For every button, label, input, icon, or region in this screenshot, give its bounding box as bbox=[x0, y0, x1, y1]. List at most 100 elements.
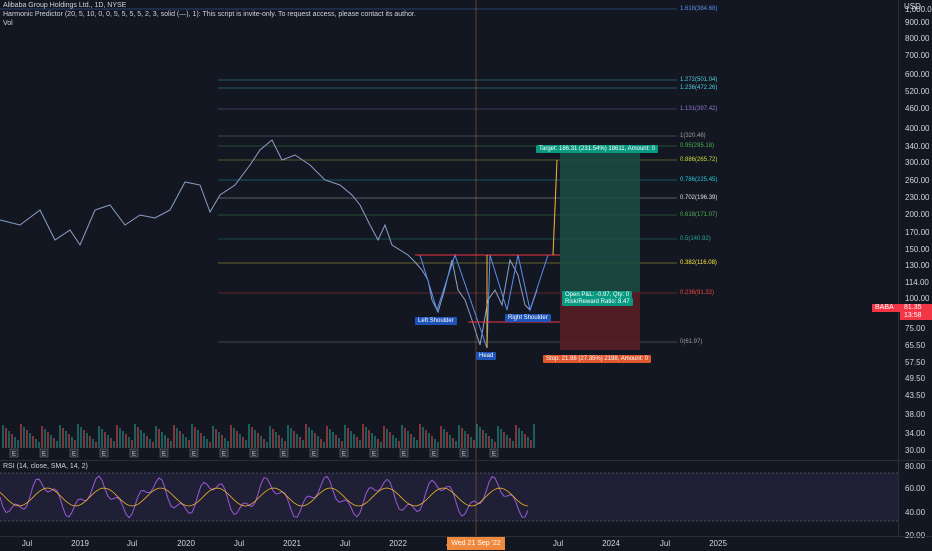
volume-bar bbox=[242, 437, 244, 448]
earnings-badge bbox=[249, 448, 259, 458]
earnings-marker: E bbox=[489, 448, 499, 458]
volume-bar bbox=[281, 438, 283, 448]
earnings-badge bbox=[339, 448, 349, 458]
volume-bar bbox=[83, 430, 85, 448]
last-countdown: 13:58 bbox=[904, 312, 922, 319]
volume-bar bbox=[533, 424, 535, 448]
volume-bar bbox=[491, 439, 493, 448]
earnings-badge bbox=[489, 448, 499, 458]
earnings-badge bbox=[459, 448, 469, 458]
volume-bar bbox=[479, 427, 481, 448]
volume-bar bbox=[197, 430, 199, 448]
price-tick-label: 114.00 bbox=[905, 278, 929, 287]
fib-label-095: 0.95(295.18) bbox=[680, 143, 715, 149]
volume-bar bbox=[92, 439, 94, 448]
volume-bar bbox=[335, 435, 337, 448]
volume-bar bbox=[389, 432, 391, 448]
earnings-letter: E bbox=[12, 452, 16, 458]
price-tick-label: 150.00 bbox=[905, 245, 930, 254]
volume-bar bbox=[80, 427, 82, 448]
volume-bar bbox=[68, 434, 70, 448]
volume-bar bbox=[212, 426, 214, 448]
volume-bar bbox=[464, 431, 466, 448]
last-price-tag: BABA 81.35 bbox=[872, 304, 932, 312]
volume-bar bbox=[185, 437, 187, 448]
volume-bar bbox=[482, 430, 484, 448]
last-symbol: BABA bbox=[875, 304, 894, 311]
price-tick-label: 200.00 bbox=[905, 210, 930, 219]
stop-label[interactable]: Stop: 21.98 (27.35%) 2198, Amount: 0 bbox=[543, 355, 652, 363]
rsi-legend[interactable]: RSI (14, close, SMA, 14, 2) bbox=[3, 463, 88, 470]
volume-bar bbox=[77, 424, 79, 448]
volume-bar bbox=[89, 436, 91, 448]
volume-bar bbox=[116, 425, 118, 448]
earnings-letter: E bbox=[462, 452, 466, 458]
volume-bar bbox=[50, 435, 52, 448]
earnings-badge bbox=[69, 448, 79, 458]
volume-bar bbox=[476, 424, 478, 448]
rsi-canvas[interactable] bbox=[0, 461, 898, 536]
earnings-letter: E bbox=[432, 452, 436, 458]
volume-bar bbox=[5, 428, 7, 448]
rsi-pane[interactable]: RSI (14, close, SMA, 14, 2) bbox=[0, 461, 898, 536]
fib-label-0786: 0.786(225.45) bbox=[680, 177, 718, 183]
volume-bar bbox=[323, 442, 325, 448]
volume-bar bbox=[167, 438, 169, 448]
volume-bar bbox=[485, 433, 487, 448]
price-axis[interactable]: USD 1,000.00 900.00 800.00 700.00 600.00 520.… bbox=[898, 0, 932, 460]
indicator-legend[interactable]: Harmonic Predictor (20, 5, 10, 0, 0, 5, … bbox=[3, 11, 416, 18]
volume-bar bbox=[65, 431, 67, 448]
target-label[interactable]: Target: 186.31 (231.54%) 18611, Amount: … bbox=[536, 145, 658, 153]
volume-bar bbox=[455, 441, 457, 448]
earnings-marker: E bbox=[309, 448, 319, 458]
volume-bar bbox=[71, 437, 73, 448]
volume-bar bbox=[134, 424, 136, 448]
earnings-badge bbox=[39, 448, 49, 458]
price-tick-label: 600.00 bbox=[905, 70, 930, 79]
volume-bar bbox=[347, 428, 349, 448]
volume-bar bbox=[446, 432, 448, 448]
left-shoulder-label[interactable]: Left Shoulder bbox=[415, 317, 457, 325]
volume-bar bbox=[311, 430, 313, 448]
fib-label-0886: 0.886(265.72) bbox=[680, 157, 718, 163]
time-tick-label: Jul bbox=[552, 539, 564, 548]
head-label[interactable]: Head bbox=[476, 352, 497, 360]
volume-bar bbox=[209, 442, 211, 448]
rsi-axis[interactable]: 80.00 60.00 40.00 20.00 bbox=[898, 461, 932, 540]
earnings-badge bbox=[99, 448, 109, 458]
volume-bar bbox=[125, 434, 127, 448]
volume-bar bbox=[98, 426, 100, 448]
volume-bar bbox=[278, 435, 280, 448]
earnings-marker: E bbox=[219, 448, 229, 458]
volume-bar bbox=[158, 429, 160, 448]
rsi-tick-label: 60.00 bbox=[905, 484, 926, 493]
open-pl-label[interactable]: Open P&L: -0.97, Qty: 0 bbox=[562, 291, 633, 299]
volume-bar bbox=[392, 435, 394, 448]
earnings-marker: E bbox=[9, 448, 19, 458]
time-tick-label: Jul bbox=[21, 539, 33, 548]
price-tick-label: 100.00 bbox=[905, 294, 930, 303]
earnings-letter: E bbox=[132, 452, 136, 458]
rsi-tick-label: 80.00 bbox=[905, 462, 926, 471]
earnings-letter: E bbox=[252, 452, 256, 458]
pane-divider[interactable] bbox=[0, 460, 932, 461]
price-tick-label: 460.00 bbox=[905, 104, 930, 113]
volume-bar bbox=[500, 429, 502, 448]
risk-reward-label[interactable]: Risk/Reward Ratio: 8.47 bbox=[562, 298, 633, 306]
volume-legend[interactable]: Vol bbox=[3, 20, 13, 27]
volume-bar bbox=[107, 435, 109, 448]
volume-bar bbox=[443, 429, 445, 448]
volume-bar bbox=[422, 427, 424, 448]
earnings-badge bbox=[429, 448, 439, 458]
volume-bar bbox=[332, 432, 334, 448]
volume-bar bbox=[317, 436, 319, 448]
symbol-title[interactable]: Alibaba Group Holdings Ltd., 1D, NYSE bbox=[3, 2, 127, 9]
price-tick-label: 800.00 bbox=[905, 34, 930, 43]
right-shoulder-label[interactable]: Right Shoulder bbox=[505, 314, 551, 322]
volume-bar bbox=[122, 431, 124, 448]
rsi-ma-line bbox=[0, 487, 529, 507]
earnings-letter: E bbox=[72, 452, 76, 458]
earnings-letter: E bbox=[342, 452, 346, 458]
price-chart-pane[interactable]: E E E E E E E E E E E E E E E E E Alibaba Group Holdings… bbox=[0, 0, 898, 460]
